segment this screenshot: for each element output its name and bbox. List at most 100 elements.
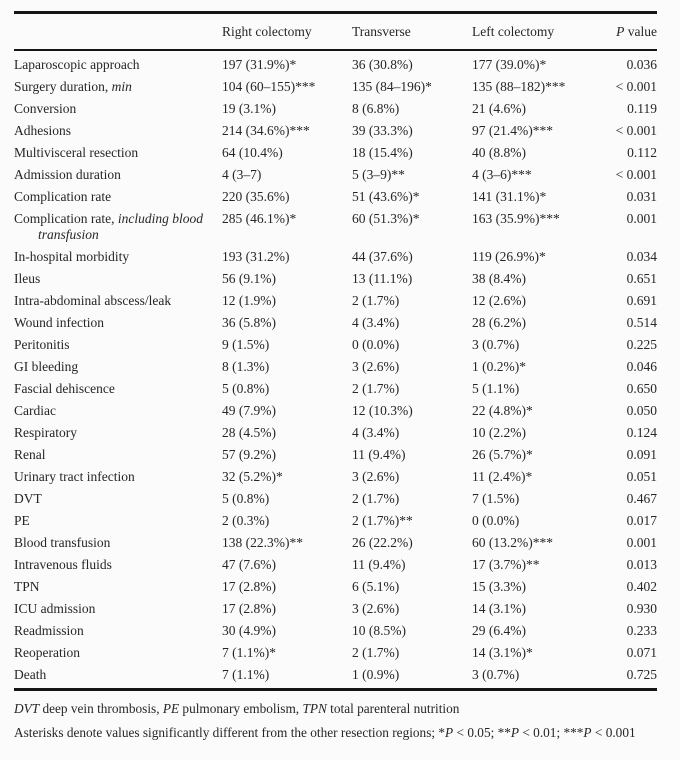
header-transverse: Transverse (352, 12, 472, 51)
cell-transverse: 5 (3–9)** (352, 167, 405, 182)
cell-p-value: 0.402 (626, 579, 657, 594)
cell-p-value: 0.046 (626, 359, 657, 374)
header-left-colectomy: Left colectomy (472, 12, 593, 51)
table-row: Intra-abdominal abscess/leak 12 (1.9%) 2… (14, 290, 657, 312)
cell-transverse: 13 (11.1%) (352, 271, 413, 286)
cell-left-colectomy: 14 (3.1%) (472, 601, 526, 616)
cell-right-colectomy: 28 (4.5%) (222, 425, 276, 440)
cell-right-colectomy: 9 (1.5%) (222, 337, 270, 352)
cell-left-colectomy: 97 (21.4%)*** (472, 123, 553, 138)
cell-right-colectomy: 36 (5.8%) (222, 315, 276, 330)
cell-left-colectomy: 21 (4.6%) (472, 101, 526, 116)
cell-transverse: 0 (0.0%) (352, 337, 400, 352)
cell-left-colectomy: 135 (88–182)*** (472, 79, 566, 94)
table-body: Laparoscopic approach 197 (31.9%)* 36 (3… (14, 50, 657, 690)
cell-transverse: 36 (30.8%) (352, 57, 413, 72)
cell-left-colectomy: 4 (3–6)*** (472, 167, 532, 182)
row-label: Cardiac (14, 403, 56, 418)
cell-p-value: 0.091 (626, 447, 657, 462)
cell-transverse: 2 (1.7%) (352, 491, 400, 506)
cell-transverse: 8 (6.8%) (352, 101, 400, 116)
cell-left-colectomy: 17 (3.7%)** (472, 557, 540, 572)
row-label: PE (14, 513, 30, 528)
header-p-value: P value (593, 12, 657, 51)
table-row: Conversion 19 (3.1%) 8 (6.8%) 21 (4.6%) … (14, 98, 657, 120)
table-row: DVT 5 (0.8%) 2 (1.7%) 7 (1.5%) 0.467 (14, 488, 657, 510)
cell-p-value: 0.930 (626, 601, 657, 616)
cell-left-colectomy: 7 (1.5%) (472, 491, 520, 506)
cell-right-colectomy: 220 (35.6%) (222, 189, 290, 204)
cell-left-colectomy: 28 (6.2%) (472, 315, 526, 330)
cell-right-colectomy: 64 (10.4%) (222, 145, 283, 160)
cell-left-colectomy: 3 (0.7%) (472, 667, 520, 682)
cell-right-colectomy: 2 (0.3%) (222, 513, 270, 528)
cell-transverse: 39 (33.3%) (352, 123, 413, 138)
row-label: Intravenous fluids (14, 557, 112, 572)
table-row: Intravenous fluids 47 (7.6%) 11 (9.4%) 1… (14, 554, 657, 576)
cell-right-colectomy: 30 (4.9%) (222, 623, 276, 638)
cell-right-colectomy: 8 (1.3%) (222, 359, 270, 374)
cell-p-value: 0.112 (627, 145, 657, 160)
row-label: TPN (14, 579, 40, 594)
table-row: TPN 17 (2.8%) 6 (5.1%) 15 (3.3%) 0.402 (14, 576, 657, 598)
header-right-colectomy: Right colectomy (222, 12, 352, 51)
cell-left-colectomy: 163 (35.9%)*** (472, 211, 560, 226)
cell-right-colectomy: 5 (0.8%) (222, 491, 270, 506)
cell-p-value: 0.119 (627, 101, 657, 116)
table-row: Complication rate, including blood trans… (14, 208, 657, 246)
table-row: Multivisceral resection 64 (10.4%) 18 (1… (14, 142, 657, 164)
cell-p-value: < 0.001 (615, 167, 657, 182)
cell-right-colectomy: 47 (7.6%) (222, 557, 276, 572)
cell-left-colectomy: 29 (6.4%) (472, 623, 526, 638)
cell-transverse: 3 (2.6%) (352, 469, 400, 484)
table-row: Reoperation 7 (1.1%)* 2 (1.7%) 14 (3.1%)… (14, 642, 657, 664)
cell-left-colectomy: 1 (0.2%)* (472, 359, 526, 374)
row-label: Death (14, 667, 47, 682)
cell-left-colectomy: 11 (2.4%)* (472, 469, 533, 484)
cell-left-colectomy: 14 (3.1%)* (472, 645, 533, 660)
cell-p-value: 0.017 (626, 513, 657, 528)
row-label: DVT (14, 491, 42, 506)
cell-left-colectomy: 10 (2.2%) (472, 425, 526, 440)
table-row: Wound infection 36 (5.8%) 4 (3.4%) 28 (6… (14, 312, 657, 334)
cell-left-colectomy: 60 (13.2%)*** (472, 535, 553, 550)
cell-left-colectomy: 5 (1.1%) (472, 381, 520, 396)
table-row: Blood transfusion 138 (22.3%)** 26 (22.2… (14, 532, 657, 554)
cell-p-value: 0.124 (626, 425, 657, 440)
table-row: Complication rate 220 (35.6%) 51 (43.6%)… (14, 186, 657, 208)
cell-right-colectomy: 17 (2.8%) (222, 579, 276, 594)
cell-transverse: 135 (84–196)* (352, 79, 432, 94)
cell-right-colectomy: 285 (46.1%)* (222, 211, 297, 226)
row-label: Wound infection (14, 315, 105, 330)
cell-p-value: 0.725 (626, 667, 657, 682)
row-label: Ileus (14, 271, 41, 286)
outcomes-table: Right colectomy Transverse Left colectom… (14, 11, 657, 691)
cell-p-value: 0.691 (626, 293, 657, 308)
row-label: Complication rate (14, 189, 112, 204)
table-row: Fascial dehiscence 5 (0.8%) 2 (1.7%) 5 (… (14, 378, 657, 400)
cell-transverse: 1 (0.9%) (352, 667, 400, 682)
cell-right-colectomy: 49 (7.9%) (222, 403, 276, 418)
table-row: Cardiac 49 (7.9%) 12 (10.3%) 22 (4.8%)* … (14, 400, 657, 422)
table-row: Peritonitis 9 (1.5%) 0 (0.0%) 3 (0.7%) 0… (14, 334, 657, 356)
row-label: Peritonitis (14, 337, 70, 352)
cell-p-value: 0.650 (626, 381, 657, 396)
row-label: Respiratory (14, 425, 77, 440)
cell-right-colectomy: 214 (34.6%)*** (222, 123, 310, 138)
cell-transverse: 11 (9.4%) (352, 557, 406, 572)
table-row: Surgery duration, min 104 (60–155)*** 13… (14, 76, 657, 98)
cell-transverse: 2 (1.7%) (352, 645, 400, 660)
cell-p-value: 0.001 (626, 535, 657, 550)
cell-transverse: 2 (1.7%)** (352, 513, 413, 528)
header-empty-cell (14, 12, 222, 51)
cell-left-colectomy: 177 (39.0%)* (472, 57, 547, 72)
row-label: Readmission (14, 623, 84, 638)
cell-transverse: 60 (51.3%)* (352, 211, 420, 226)
cell-transverse: 3 (2.6%) (352, 601, 400, 616)
cell-p-value: 0.031 (626, 189, 657, 204)
cell-right-colectomy: 193 (31.2%) (222, 249, 290, 264)
table-row: Readmission 30 (4.9%) 10 (8.5%) 29 (6.4%… (14, 620, 657, 642)
row-label: Conversion (14, 101, 77, 116)
cell-p-value: 0.071 (626, 645, 657, 660)
cell-right-colectomy: 197 (31.9%)* (222, 57, 297, 72)
